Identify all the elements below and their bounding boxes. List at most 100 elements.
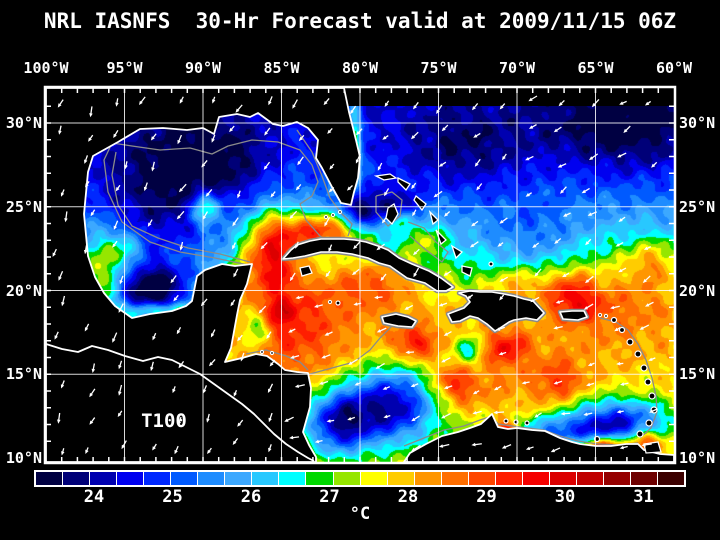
vector-arrow xyxy=(353,268,360,274)
vector-arrow xyxy=(325,217,331,225)
vector-arrowhead xyxy=(645,303,650,307)
bathymetry-contour xyxy=(296,129,353,237)
lon-tick-label: 95°W xyxy=(106,59,143,77)
vector-arrowhead xyxy=(411,135,416,140)
vector-arrowhead xyxy=(235,108,240,113)
vector-arrowhead xyxy=(233,392,237,397)
vector-arrowhead xyxy=(201,163,206,168)
vector-arrow xyxy=(59,125,62,132)
vector-arrowhead xyxy=(61,302,65,307)
island-dot xyxy=(644,378,652,386)
vector-arrow xyxy=(406,304,414,310)
vector-arrowhead xyxy=(623,128,628,133)
vector-arrow xyxy=(84,155,89,162)
island-dot xyxy=(269,350,275,356)
vector-arrow xyxy=(591,153,599,159)
vector-arrowhead xyxy=(179,246,184,251)
vector-arrowhead xyxy=(294,384,300,388)
vector-arrow xyxy=(586,303,594,309)
lon-tick-label: 100°W xyxy=(23,59,69,77)
island-dot xyxy=(488,261,494,267)
vector-arrow xyxy=(556,325,563,329)
lat-tick-label: 20°N xyxy=(5,281,42,300)
vector-arrowhead xyxy=(534,272,539,277)
colorbar-tick-label: 30 xyxy=(554,487,576,507)
island-dot xyxy=(603,313,609,319)
vector-arrowhead xyxy=(501,445,507,449)
vector-arrowhead xyxy=(413,105,417,110)
colorbar-cell xyxy=(36,472,63,485)
vector-arrowhead xyxy=(84,159,88,164)
vector-arrowhead xyxy=(112,243,116,248)
vector-arrowhead xyxy=(550,448,556,453)
vector-arrowhead xyxy=(583,412,588,416)
vector-arrowhead xyxy=(528,125,534,129)
island-dot xyxy=(259,349,265,355)
vector-arrow xyxy=(171,275,177,282)
vector-arrowhead xyxy=(117,412,122,417)
vector-arrow xyxy=(265,127,271,134)
lat-tick-label: 25°N xyxy=(5,197,42,216)
colorbar-tick-label: 29 xyxy=(476,487,497,507)
vector-arrowhead xyxy=(61,451,65,456)
vector-arrowhead xyxy=(616,361,621,366)
colorbar-cell xyxy=(360,472,387,485)
vector-arrowhead xyxy=(150,366,154,372)
vector-arrowhead xyxy=(258,309,263,314)
island-small xyxy=(461,265,473,277)
vector-arrow xyxy=(323,354,331,358)
vector-arrow xyxy=(356,153,362,162)
vector-arrowhead xyxy=(469,243,475,248)
no-data-region xyxy=(344,88,674,106)
variable-label: T100 xyxy=(141,410,187,432)
vector-arrowhead xyxy=(557,164,563,168)
vector-arrowhead xyxy=(205,192,210,197)
vector-arrowhead xyxy=(643,246,649,250)
colorbar-tick-label: 26 xyxy=(240,487,262,507)
vector-arrowhead xyxy=(413,272,417,278)
vector-arrowhead xyxy=(618,218,623,222)
island-dot xyxy=(323,214,329,220)
vector-arrowhead xyxy=(476,186,481,191)
vector-arrow xyxy=(498,326,505,330)
island-small xyxy=(373,173,398,181)
vector-arrow xyxy=(260,305,267,312)
vector-arrowhead xyxy=(352,271,357,276)
vector-arrowhead xyxy=(405,350,410,355)
vector-arrowhead xyxy=(493,386,499,391)
vector-arrowhead xyxy=(618,268,623,273)
vector-arrow xyxy=(268,383,274,391)
vector-arrowhead xyxy=(64,218,68,223)
vector-arrowhead xyxy=(60,384,65,389)
vector-arrowhead xyxy=(292,104,296,109)
vector-arrow xyxy=(437,104,443,112)
vector-arrowhead xyxy=(471,442,476,447)
vector-arrowhead xyxy=(202,389,207,394)
vector-arrowhead xyxy=(207,449,211,454)
vector-arrowhead xyxy=(530,298,535,303)
vector-arrowhead xyxy=(381,219,386,224)
vector-arrow xyxy=(92,363,96,371)
vector-arrowhead xyxy=(58,130,62,135)
vector-arrowhead xyxy=(589,156,594,161)
vector-arrowhead xyxy=(346,186,352,191)
vector-arrowhead xyxy=(645,101,650,106)
vector-arrowhead xyxy=(115,102,119,107)
vector-arrowhead xyxy=(411,184,415,190)
lon-tick-label: 60°W xyxy=(655,59,693,77)
lat-tick-label: 15°N xyxy=(679,365,716,384)
colorbar-tick-label: 27 xyxy=(319,487,340,507)
colorbar-cell xyxy=(117,472,144,485)
vector-arrowhead xyxy=(212,99,216,104)
vector-arrowhead xyxy=(266,334,270,339)
vector-arrowhead xyxy=(614,327,619,332)
vector-arrowhead xyxy=(471,222,476,227)
vector-arrow xyxy=(140,96,146,104)
colorbar-tick-label: 31 xyxy=(633,487,654,507)
vector-arrow xyxy=(590,211,597,216)
vector-arrow xyxy=(118,384,123,393)
vector-arrowhead xyxy=(472,106,476,111)
island-small xyxy=(299,265,313,277)
colorbar-cell xyxy=(603,472,631,485)
